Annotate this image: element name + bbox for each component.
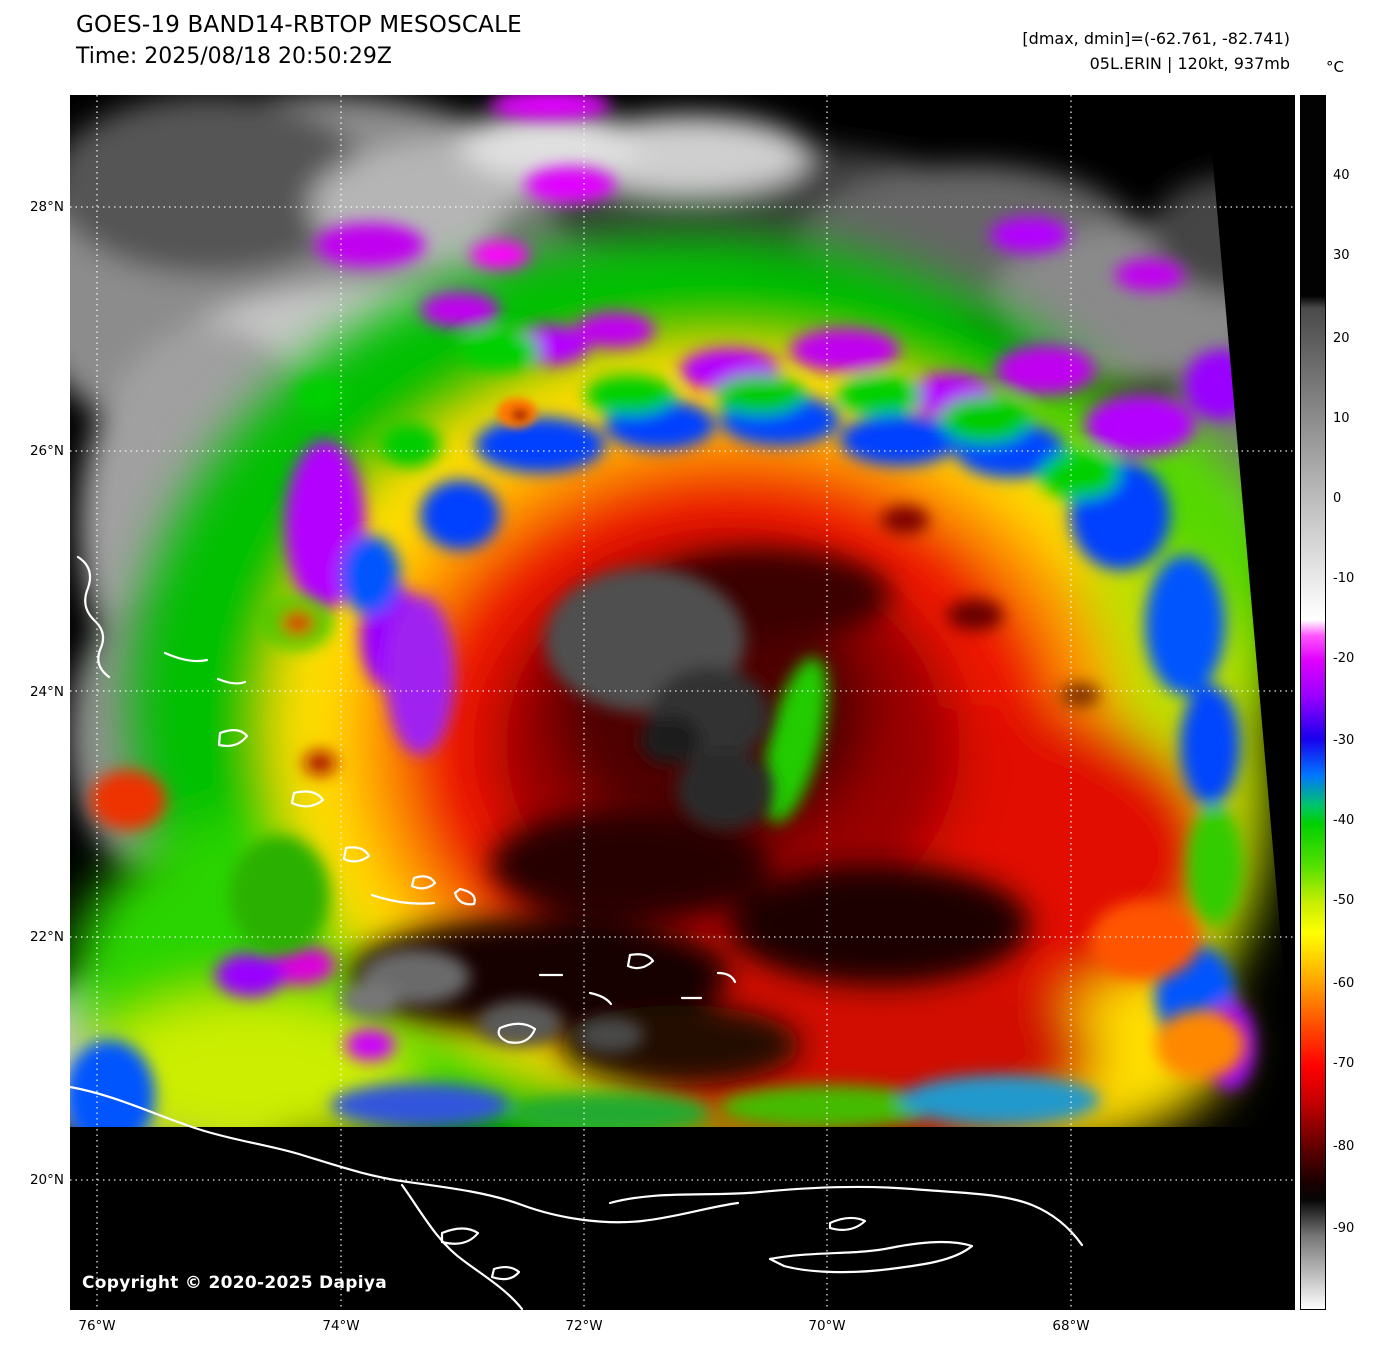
eye-region-gray-tops [545,568,773,830]
graticule [70,95,1295,1310]
lon-label-70w: 70°W [808,1318,846,1334]
cbar-tick-m80: -80 [1333,1139,1355,1154]
lon-label-74w: 74°W [322,1318,360,1334]
lat-label-28n: 28°N [29,199,64,215]
colorbar-unit-label: °C [1326,58,1344,76]
temperature-colorbar [1300,95,1326,1310]
cbar-tick-m40: -40 [1333,813,1355,828]
cbar-tick-m20: -20 [1333,651,1355,666]
lat-label-22n: 22°N [29,929,64,945]
warm-spot-north [497,398,537,428]
cbar-tick-30: 30 [1333,248,1350,263]
cbar-tick-m60: -60 [1333,976,1355,991]
cbar-tick-m90: -90 [1333,1221,1355,1236]
lon-label-76w: 76°W [78,1318,116,1334]
lon-label-68w: 68°W [1052,1318,1090,1334]
lat-label-24n: 24°N [29,684,64,700]
lon-label-72w: 72°W [565,1318,603,1334]
coastlines [70,555,1084,1310]
cbar-tick-20: 20 [1333,331,1350,346]
copyright-label: Copyright © 2020-2025 Dapiya [82,1273,387,1293]
cbar-tick-10: 10 [1333,411,1350,426]
satellite-map-panel: Copyright © 2020-2025 Dapiya [70,95,1295,1310]
lat-label-20n: 20°N [29,1172,64,1188]
timestamp: Time: 2025/08/18 20:50:29Z [76,44,392,69]
cbar-tick-m30: -30 [1333,733,1355,748]
cbar-tick-40: 40 [1333,168,1350,183]
detail-spots [90,506,1245,1080]
dmax-dmin-readout: [dmax, dmin]=(-62.761, -82.741) [1022,29,1290,48]
cbar-tick-m70: -70 [1333,1056,1355,1071]
lat-label-26n: 26°N [29,443,64,459]
hurricane-ir-image [70,95,1295,1310]
cbar-tick-m10: -10 [1333,571,1355,586]
cbar-tick-0: 0 [1333,491,1342,506]
storm-info: 05L.ERIN | 120kt, 937mb [1089,54,1290,73]
cbar-tick-m50: -50 [1333,893,1355,908]
header-meta: [dmax, dmin]=(-62.761, -82.741) 05L.ERIN… [1022,26,1290,76]
scan-edge-wedge [1207,95,1295,1100]
product-title: GOES-19 BAND14-RBTOP MESOSCALE [76,12,522,38]
scan-bottom-band [70,1127,1295,1310]
